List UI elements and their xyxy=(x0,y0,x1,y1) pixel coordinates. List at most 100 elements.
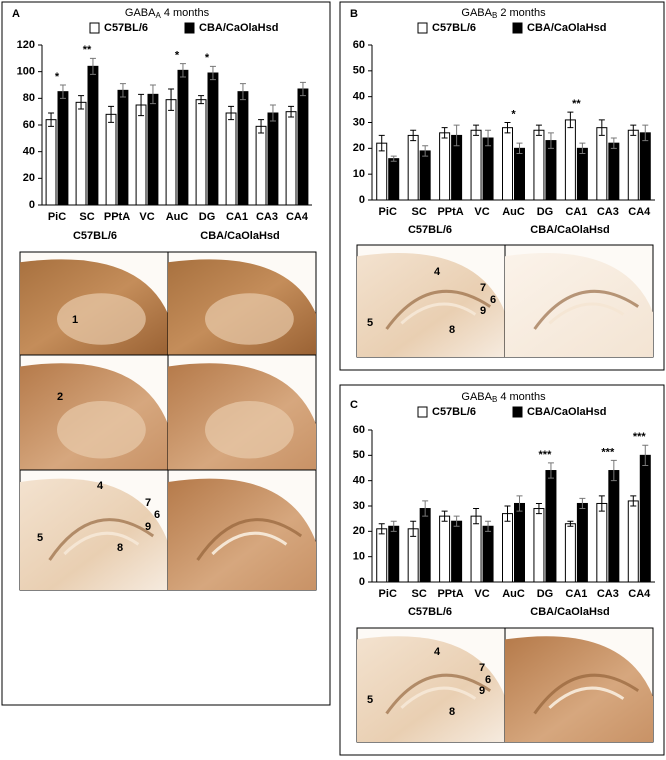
error-bar xyxy=(168,88,175,111)
region-label: 7 xyxy=(145,497,151,509)
structure xyxy=(205,293,294,345)
error-bar xyxy=(441,127,448,139)
significance-label: *** xyxy=(633,431,647,443)
error-bar xyxy=(410,129,417,142)
bar xyxy=(388,158,400,201)
bar xyxy=(576,147,588,201)
region-label: 6 xyxy=(485,674,491,686)
bar xyxy=(75,101,87,206)
panel-frame xyxy=(339,1,665,371)
x-tick-label: PiC xyxy=(379,206,397,218)
y-tick-label: 60 xyxy=(353,424,365,436)
y-tick-label: 10 xyxy=(353,551,365,563)
x-tick-label: DG xyxy=(537,588,554,600)
error-bar xyxy=(108,105,115,123)
bar xyxy=(57,91,69,206)
bar xyxy=(627,129,639,201)
significance-label: *** xyxy=(539,449,553,461)
x-tick-label: SC xyxy=(79,211,94,223)
x-tick-label: SC xyxy=(412,206,427,218)
x-tick-label: VC xyxy=(139,211,154,223)
bar xyxy=(596,127,608,201)
error-bar xyxy=(567,520,574,527)
legend-label: CBA/CaOlaHsd xyxy=(527,22,606,34)
x-tick-label: PPtA xyxy=(104,211,130,223)
error-bar xyxy=(598,495,605,512)
region-label: 6 xyxy=(154,509,160,521)
x-tick-label: PiC xyxy=(379,588,397,600)
error-bar xyxy=(258,119,265,134)
bar xyxy=(45,119,57,206)
error-bar xyxy=(630,124,637,136)
region-label: 7 xyxy=(479,662,485,674)
significance-label: *** xyxy=(601,446,615,458)
legend-label: CBA/CaOlaHsd xyxy=(199,22,278,34)
bar xyxy=(237,91,249,206)
y-tick-label: 0 xyxy=(359,194,365,206)
title-subscript: B xyxy=(492,11,497,20)
error-bar xyxy=(119,83,126,98)
legend-label: C57BL/6 xyxy=(104,22,148,34)
legend-label: CBA/CaOlaHsd xyxy=(527,406,606,418)
y-tick-label: 100 xyxy=(17,66,35,78)
hippocampus xyxy=(400,686,477,709)
error-bar xyxy=(535,502,542,515)
x-tick-label: CA1 xyxy=(565,206,587,218)
hippocampus xyxy=(385,673,492,715)
significance-label: * xyxy=(511,108,516,120)
title-text: GABA xyxy=(125,7,156,19)
legend-swatch xyxy=(89,22,100,34)
error-bar xyxy=(239,83,246,101)
error-bar xyxy=(630,495,637,507)
region-label: 5 xyxy=(367,694,373,706)
error-bar xyxy=(179,63,186,78)
hippocampus xyxy=(548,302,625,325)
bar xyxy=(407,134,419,201)
strain-label: CBA/CaOlaHsd xyxy=(530,224,609,236)
bar xyxy=(376,528,388,583)
error-bar xyxy=(78,95,85,110)
error-bar xyxy=(485,520,492,532)
y-tick-label: 30 xyxy=(353,116,365,128)
error-bar xyxy=(535,124,542,136)
region-label: 8 xyxy=(117,542,123,554)
error-bar xyxy=(610,137,617,149)
y-tick-label: 40 xyxy=(353,91,365,103)
error-bar xyxy=(378,134,385,152)
bar xyxy=(165,99,177,206)
x-tick-label: CA4 xyxy=(628,588,651,600)
error-bar xyxy=(269,104,276,122)
x-tick-label: DG xyxy=(199,211,216,223)
title-subscript: A xyxy=(155,11,161,20)
title-text: GABA xyxy=(461,391,492,403)
bar xyxy=(147,93,159,206)
error-bar xyxy=(89,57,96,75)
bar xyxy=(419,150,431,201)
error-bar xyxy=(516,142,523,154)
x-tick-label: CA1 xyxy=(226,211,248,223)
error-bar xyxy=(48,112,55,127)
error-bar xyxy=(567,111,574,129)
significance-label: ** xyxy=(83,44,92,56)
error-bar xyxy=(642,444,649,466)
significance-label: * xyxy=(205,52,210,64)
significance-label: * xyxy=(55,71,60,83)
error-bar xyxy=(610,459,617,482)
bar xyxy=(439,515,451,583)
error-bar xyxy=(579,497,586,510)
region-label: 4 xyxy=(434,266,441,278)
legend-swatch xyxy=(417,22,428,34)
x-tick-label: AuC xyxy=(166,211,189,223)
strain-label: C57BL/6 xyxy=(73,230,117,242)
error-bar xyxy=(198,95,205,105)
error-bar xyxy=(288,105,295,118)
x-tick-label: CA3 xyxy=(256,211,278,223)
significance-label: ** xyxy=(572,98,581,110)
error-bar xyxy=(547,132,554,149)
bar xyxy=(514,502,525,583)
region-label: 6 xyxy=(490,294,496,306)
bar xyxy=(482,525,494,583)
x-tick-label: PPtA xyxy=(437,206,463,218)
hippocampus xyxy=(533,289,640,330)
x-tick-label: SC xyxy=(412,588,427,600)
